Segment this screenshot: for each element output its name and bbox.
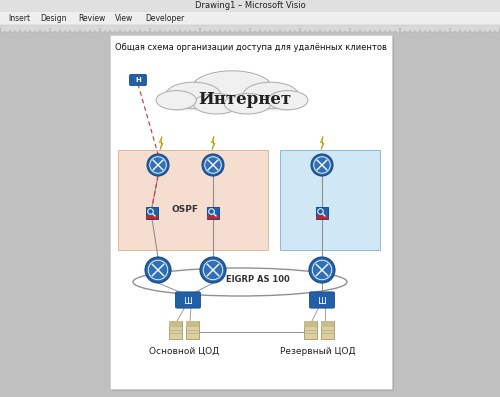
Text: View: View [115, 14, 133, 23]
FancyBboxPatch shape [130, 75, 146, 85]
FancyBboxPatch shape [304, 321, 316, 339]
Polygon shape [159, 136, 163, 150]
FancyBboxPatch shape [146, 216, 158, 219]
FancyBboxPatch shape [316, 216, 328, 219]
FancyBboxPatch shape [173, 93, 291, 111]
Text: Review: Review [78, 14, 105, 23]
Circle shape [147, 259, 169, 281]
Polygon shape [320, 136, 324, 150]
FancyBboxPatch shape [0, 0, 500, 12]
Polygon shape [211, 136, 215, 150]
Circle shape [202, 154, 224, 176]
FancyBboxPatch shape [146, 207, 158, 219]
Circle shape [148, 156, 168, 174]
Text: Резервный ЦОД: Резервный ЦОД [280, 347, 356, 355]
Text: Design: Design [40, 14, 66, 23]
Circle shape [312, 156, 332, 174]
FancyBboxPatch shape [186, 321, 198, 327]
Text: Интернет: Интернет [198, 91, 292, 108]
Ellipse shape [224, 94, 271, 114]
Circle shape [147, 154, 169, 176]
FancyBboxPatch shape [118, 150, 268, 250]
FancyBboxPatch shape [310, 292, 334, 308]
Ellipse shape [192, 71, 272, 106]
FancyBboxPatch shape [186, 321, 198, 339]
Text: Insert: Insert [8, 14, 30, 23]
FancyBboxPatch shape [0, 25, 500, 32]
FancyBboxPatch shape [304, 321, 316, 327]
FancyBboxPatch shape [320, 321, 334, 339]
FancyBboxPatch shape [112, 37, 394, 391]
Text: EIGRP AS 100: EIGRP AS 100 [226, 276, 290, 285]
FancyBboxPatch shape [207, 216, 219, 219]
FancyBboxPatch shape [176, 292, 201, 308]
Text: Drawing1 – Microsoft Visio: Drawing1 – Microsoft Visio [194, 2, 306, 10]
Text: Общая схема организации доступа для удалённых клиентов: Общая схема организации доступа для удал… [115, 44, 387, 52]
FancyBboxPatch shape [316, 207, 328, 219]
Ellipse shape [156, 91, 196, 110]
FancyBboxPatch shape [168, 321, 181, 339]
FancyBboxPatch shape [207, 207, 219, 219]
Ellipse shape [268, 91, 308, 110]
FancyBboxPatch shape [0, 12, 500, 25]
Text: H: H [135, 77, 141, 83]
Circle shape [311, 259, 333, 281]
Text: Основной ЦОД: Основной ЦОД [149, 347, 219, 355]
Ellipse shape [193, 94, 240, 114]
FancyBboxPatch shape [320, 321, 334, 327]
Circle shape [202, 259, 224, 281]
Circle shape [204, 156, 223, 174]
Text: Developer: Developer [145, 14, 184, 23]
Circle shape [145, 257, 171, 283]
Circle shape [200, 257, 226, 283]
FancyBboxPatch shape [110, 35, 392, 389]
FancyBboxPatch shape [168, 321, 181, 327]
Circle shape [309, 257, 335, 283]
Text: OSPF: OSPF [172, 206, 198, 214]
Circle shape [311, 154, 333, 176]
FancyBboxPatch shape [280, 150, 380, 250]
Ellipse shape [166, 82, 221, 109]
Ellipse shape [243, 82, 298, 109]
